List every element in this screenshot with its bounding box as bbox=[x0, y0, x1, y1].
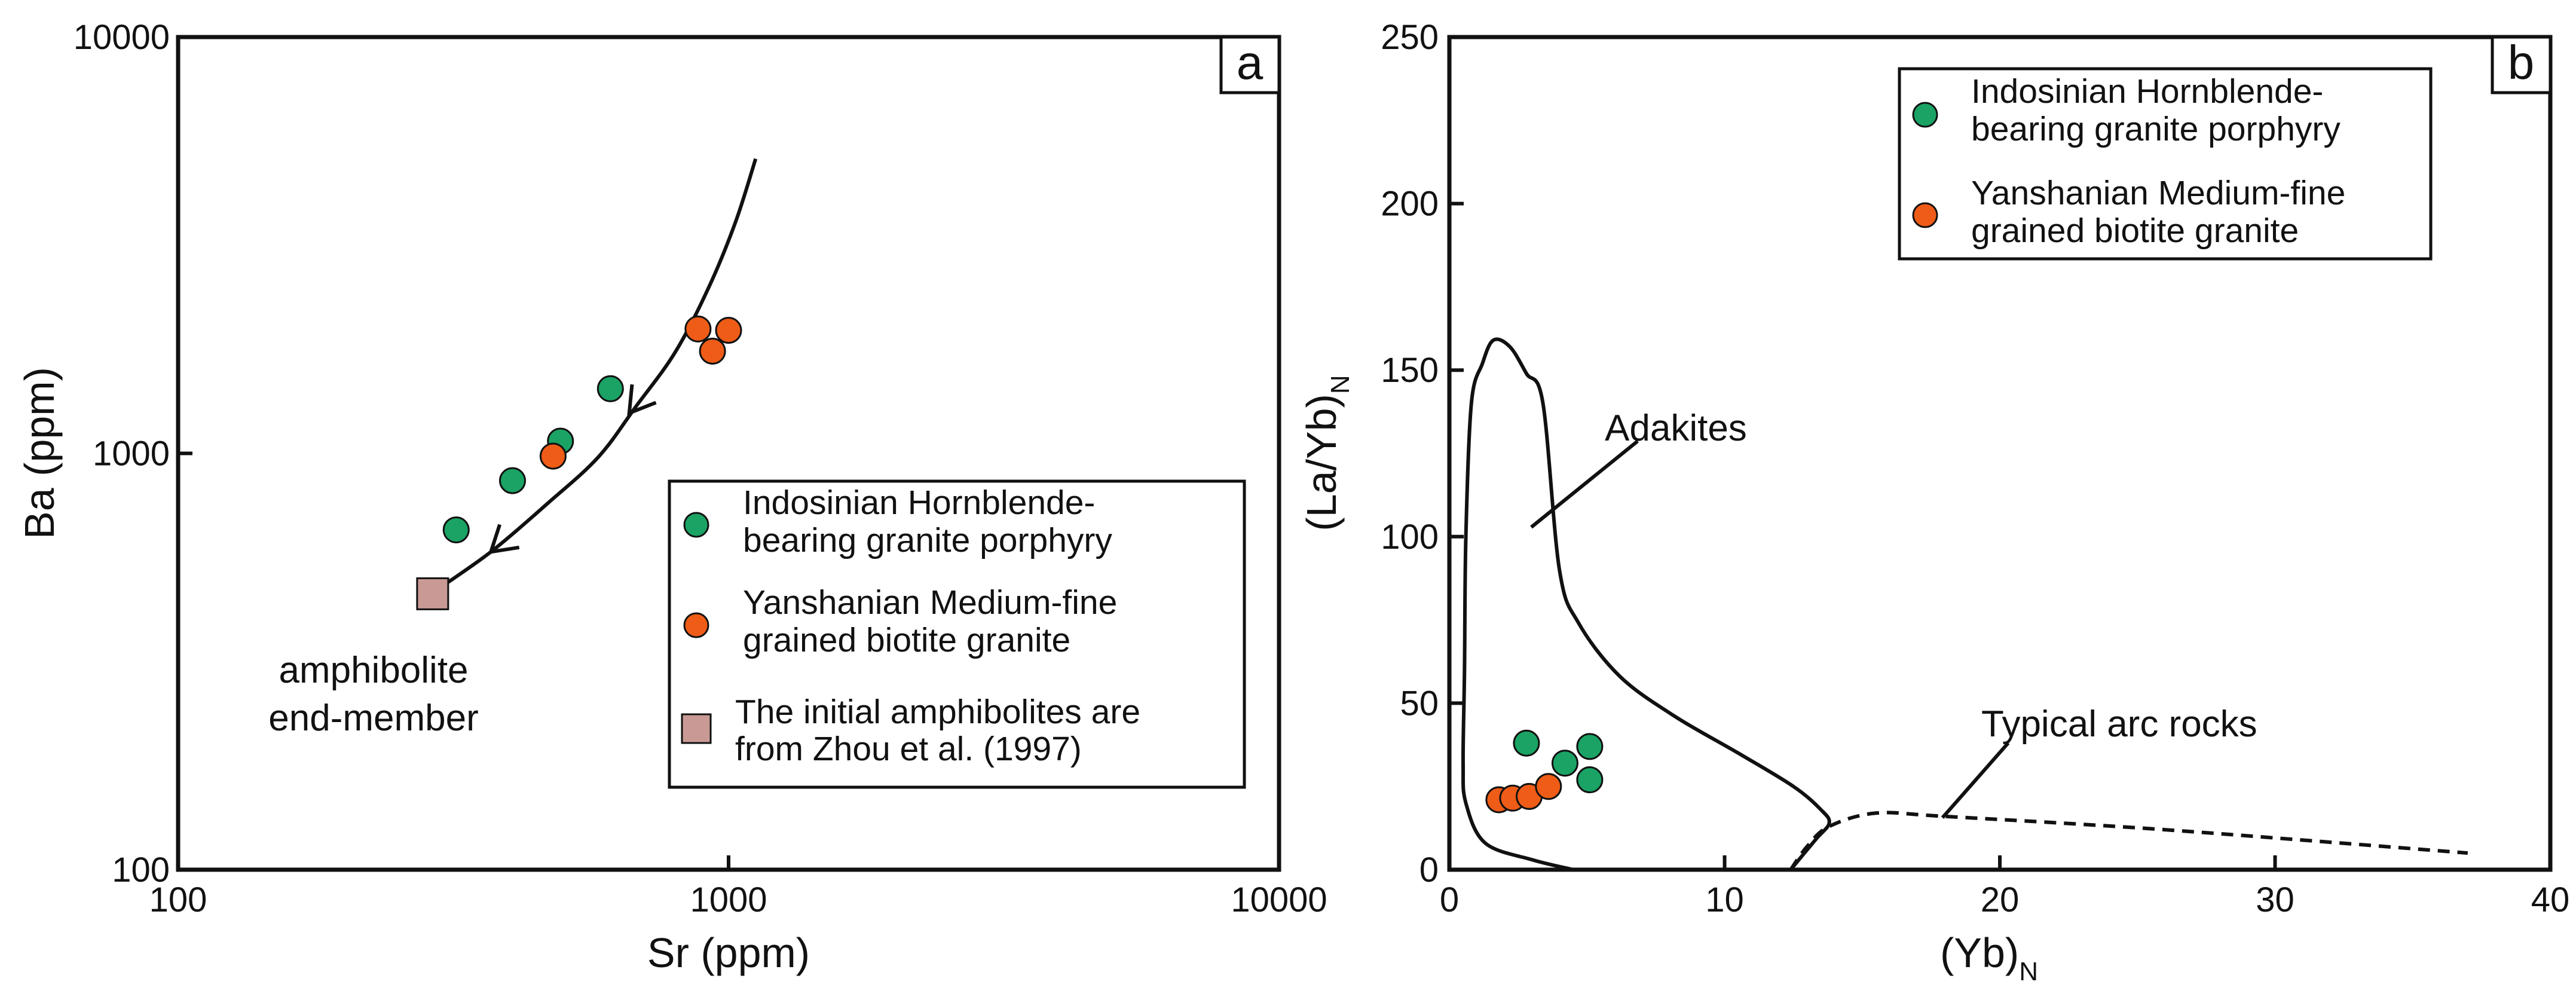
panel-label: a bbox=[1237, 36, 1263, 89]
y-tick-label: 100 bbox=[112, 851, 170, 889]
y-tick-label: 250 bbox=[1381, 18, 1439, 57]
x-tick-label: 10000 bbox=[1231, 880, 1327, 919]
y-tick-label: 150 bbox=[1381, 351, 1439, 390]
legend-marker bbox=[683, 512, 709, 538]
data-point bbox=[442, 516, 470, 543]
annotation-text: end-member bbox=[268, 698, 478, 739]
legend-marker bbox=[681, 713, 712, 744]
y-axis-title-main: (La/Yb) bbox=[1298, 394, 1345, 531]
trend-curve bbox=[435, 158, 758, 592]
data-point bbox=[539, 442, 567, 470]
x-axis-title-subscript: N bbox=[2019, 957, 2038, 986]
legend-label: grained biotite granite bbox=[1971, 212, 2299, 250]
legend-box bbox=[1898, 67, 2433, 261]
data-point bbox=[715, 317, 742, 344]
panel-label-box bbox=[2491, 35, 2552, 94]
y-axis-title: Ba (ppm) bbox=[16, 367, 63, 539]
data-point bbox=[684, 315, 712, 343]
y-tick-label: 50 bbox=[1400, 684, 1439, 723]
data-point bbox=[1535, 773, 1562, 800]
legend-label: bearing granite porphyry bbox=[743, 521, 1112, 559]
data-point bbox=[1576, 733, 1604, 760]
legend-label: The initial amphibolites are bbox=[735, 693, 1140, 731]
points-b bbox=[1485, 729, 1604, 814]
panel-a: 100 1000 10000 100 1000 10000 a Sr (ppm) Ba (… bbox=[16, 18, 1327, 976]
x-axis-title-b: (Yb)N bbox=[1940, 929, 2038, 986]
data-point bbox=[1576, 766, 1604, 794]
data-point bbox=[1551, 750, 1578, 777]
x-tick-label: 20 bbox=[1981, 880, 2020, 919]
annotation-text: Adakites bbox=[1605, 408, 1747, 449]
panel-label-box bbox=[1219, 35, 1281, 94]
legend-b: Indosinian Hornblende- bearing granite p… bbox=[1898, 67, 2433, 261]
legend-a: Indosinian Hornblende- bearing granite p… bbox=[668, 479, 1246, 789]
y-tick-label: 0 bbox=[1419, 851, 1439, 889]
x-axis-title: (Yb)N bbox=[1940, 929, 2038, 986]
y-axis-title: (La/Yb)N bbox=[1298, 375, 1355, 531]
annotation-text: amphibolite bbox=[279, 650, 468, 691]
data-point bbox=[416, 577, 449, 610]
y-tick-label: 1000 bbox=[93, 435, 170, 473]
y-tick-label: 10000 bbox=[74, 18, 170, 57]
leader-line bbox=[1530, 439, 1639, 529]
points-a bbox=[416, 315, 742, 610]
x-tick-label: 1000 bbox=[690, 880, 767, 919]
data-point bbox=[699, 338, 726, 365]
legend-label: Indosinian Hornblende- bbox=[743, 484, 1095, 522]
legend-label: from Zhou et al. (1997) bbox=[735, 730, 1082, 768]
legend-label: Yanshanian Medium-fine bbox=[743, 583, 1117, 622]
y-axis-title-subscript: N bbox=[1326, 375, 1355, 394]
legend-label: bearing granite porphyry bbox=[1971, 110, 2341, 148]
tick-group-b: 0 10 20 30 40 0 50 100 150 200 250 bbox=[1381, 18, 2569, 919]
legend-label: Indosinian Hornblende- bbox=[1971, 72, 2323, 111]
data-point bbox=[498, 467, 526, 494]
legend-label: Yanshanian Medium-fine bbox=[1971, 174, 2345, 212]
legend-marker bbox=[683, 612, 709, 638]
y-tick-label: 200 bbox=[1381, 185, 1439, 224]
y-tick-label: 100 bbox=[1381, 518, 1439, 556]
x-tick-label: 30 bbox=[2256, 880, 2294, 919]
data-point bbox=[596, 375, 624, 402]
leader-line bbox=[1941, 742, 2010, 819]
legend-box bbox=[668, 479, 1246, 789]
legend-marker bbox=[1912, 202, 1938, 228]
x-axis-title: Sr (ppm) bbox=[647, 929, 810, 976]
curve-arrow bbox=[627, 384, 657, 416]
annotation-text: Typical arc rocks bbox=[1981, 704, 2257, 745]
arc-rocks-field bbox=[1789, 811, 2468, 871]
x-tick-label: 0 bbox=[1440, 880, 1459, 919]
panel-label: b bbox=[2508, 36, 2535, 89]
y-axis-title-b: (La/Yb)N bbox=[1298, 375, 1355, 531]
legend-marker bbox=[1912, 102, 1938, 128]
adakite-field bbox=[1461, 337, 1831, 871]
x-tick-label: 40 bbox=[2531, 880, 2570, 919]
tick-group-a: 100 1000 10000 100 1000 10000 bbox=[74, 18, 1327, 919]
legend-label: grained biotite granite bbox=[743, 621, 1070, 659]
x-tick-label: 10 bbox=[1705, 880, 1744, 919]
x-axis-title-main: (Yb) bbox=[1940, 929, 2019, 976]
curve-arrow bbox=[488, 524, 520, 555]
data-point bbox=[1513, 729, 1540, 757]
panel-b: 0 10 20 30 40 0 50 100 150 200 250 b Adakites Typi… bbox=[1298, 18, 2569, 986]
x-tick-label: 100 bbox=[149, 880, 207, 919]
